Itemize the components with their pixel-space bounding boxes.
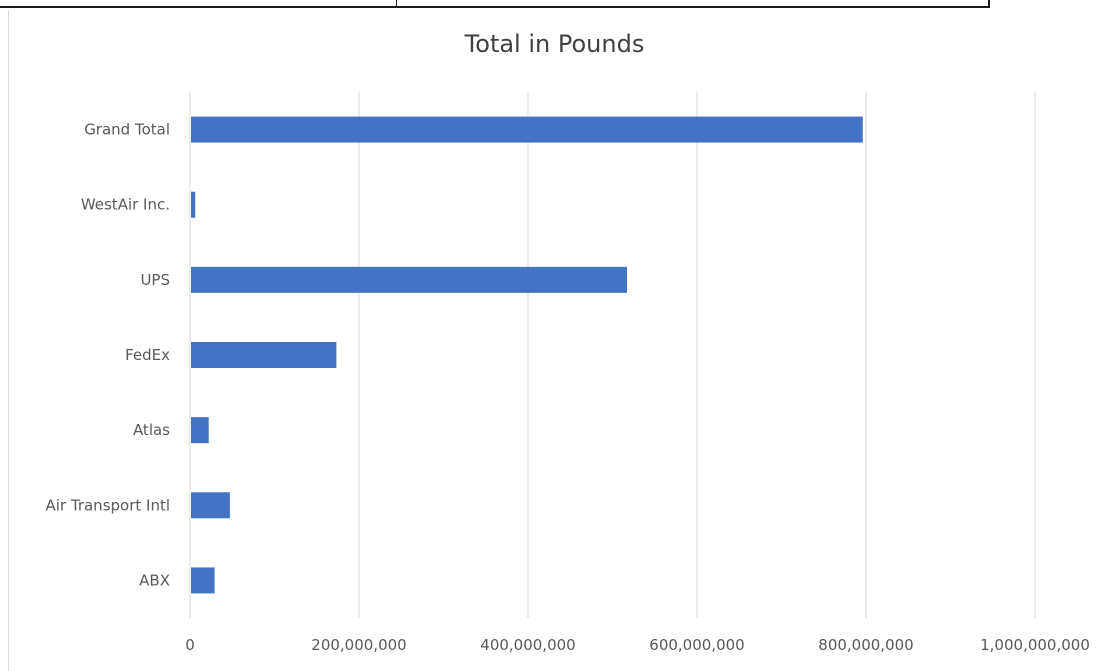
x-tick-label: 1,000,000,000: [980, 636, 1090, 654]
bar: [191, 492, 230, 519]
category-label: Grand Total: [84, 121, 170, 139]
chart-title: Total in Pounds: [464, 30, 645, 58]
x-tick-label: 400,000,000: [480, 636, 575, 654]
cell-divider: [396, 0, 397, 8]
category-label: Air Transport Intl: [46, 496, 171, 514]
spreadsheet-cell-borders: [0, 0, 990, 8]
bar: [191, 342, 337, 368]
x-tick-label: 600,000,000: [649, 636, 744, 654]
category-label: FedEx: [125, 346, 170, 364]
bar: [191, 417, 209, 444]
category-label: UPS: [140, 271, 170, 289]
category-label: Atlas: [133, 421, 170, 439]
bar: [191, 191, 196, 218]
bar: [191, 116, 863, 143]
x-tick-label: 200,000,000: [311, 636, 406, 654]
bar: [191, 567, 215, 594]
x-tick-label: 0: [185, 636, 195, 654]
cell-right-border: [988, 0, 990, 8]
category-label: ABX: [139, 571, 170, 589]
bar: [191, 266, 628, 293]
category-label: WestAir Inc.: [81, 196, 170, 214]
x-tick-label: 800,000,000: [818, 636, 913, 654]
